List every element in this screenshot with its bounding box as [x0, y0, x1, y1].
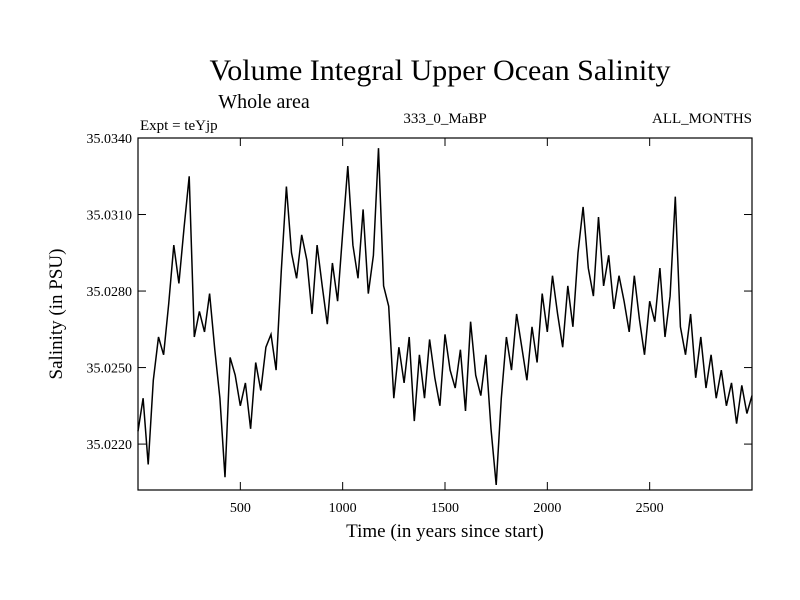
x-tick-label: 2000: [533, 501, 561, 516]
y-tick-label: 35.0220: [87, 438, 133, 453]
x-tick-label: 500: [230, 501, 251, 516]
x-axis-ticks: 500 1000 1500 2000 2500: [230, 138, 664, 516]
expt-label: Expt = teYjp: [140, 118, 218, 134]
plot-area: 500 1000 1500 2000 2500 35.0220 35.0250 35.028…: [87, 132, 753, 516]
months-label: ALL_MONTHS: [652, 111, 752, 127]
x-axis-label: Time (in years since start): [346, 521, 544, 542]
chart-title: Volume Integral Upper Ocean Salinity: [210, 54, 671, 87]
y-axis-label: Salinity (in PSU): [46, 249, 67, 380]
salinity-series-line: [137, 148, 753, 485]
x-tick-label: 1000: [329, 501, 357, 516]
x-tick-label: 2500: [636, 501, 664, 516]
x-tick-label: 1500: [431, 501, 459, 516]
y-tick-label: 35.0280: [87, 285, 133, 300]
y-tick-label: 35.0250: [87, 362, 133, 377]
y-tick-label: 35.0340: [87, 132, 133, 147]
run-label: 333_0_MaBP: [403, 111, 486, 127]
y-tick-label: 35.0310: [87, 209, 133, 224]
plot-frame: [137, 137, 753, 491]
chart-subtitle: Whole area: [218, 91, 310, 113]
y-axis-ticks: 35.0220 35.0250 35.0280 35.0310 35.0340: [87, 132, 752, 453]
